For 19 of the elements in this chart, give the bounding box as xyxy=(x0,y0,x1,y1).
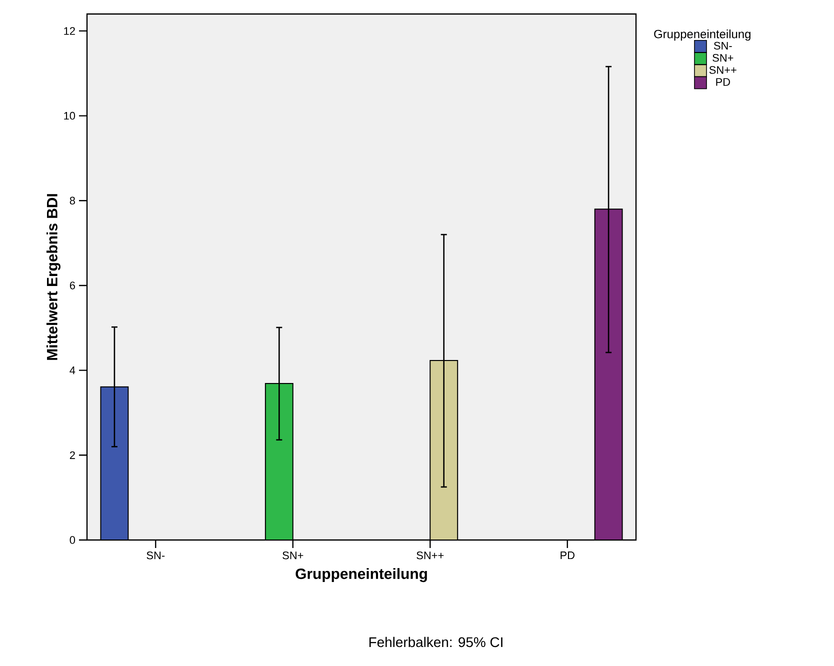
legend-title: Gruppeneinteilung xyxy=(654,30,750,41)
legend-label: PD xyxy=(716,78,730,86)
y-tick-label: 6 xyxy=(70,282,75,290)
text: Fehlerbalken: 95% CI xyxy=(369,636,502,648)
x-tick-label: SN- xyxy=(146,552,165,560)
y-tick-label: 8 xyxy=(70,196,75,205)
x-tick-label: SN++ xyxy=(416,552,444,560)
y-tick-label: 0 xyxy=(70,536,76,544)
x-tick-label: SN+ xyxy=(282,552,304,560)
y-tick-label: 2 xyxy=(70,451,75,459)
legend-label: SN+ xyxy=(712,54,734,62)
y-tick-label: 4 xyxy=(70,366,76,374)
x-axis-title: Gruppeneinteilung xyxy=(296,568,427,582)
y-tick-label: 12 xyxy=(64,27,75,35)
y-axis-title: Mittelwert Ergebnis BDI xyxy=(46,194,60,360)
x-tick-label: PD xyxy=(560,552,574,560)
y-tick-label: 10 xyxy=(64,112,76,120)
legend-label: SN- xyxy=(714,42,732,50)
legend-label: SN++ xyxy=(709,66,736,74)
